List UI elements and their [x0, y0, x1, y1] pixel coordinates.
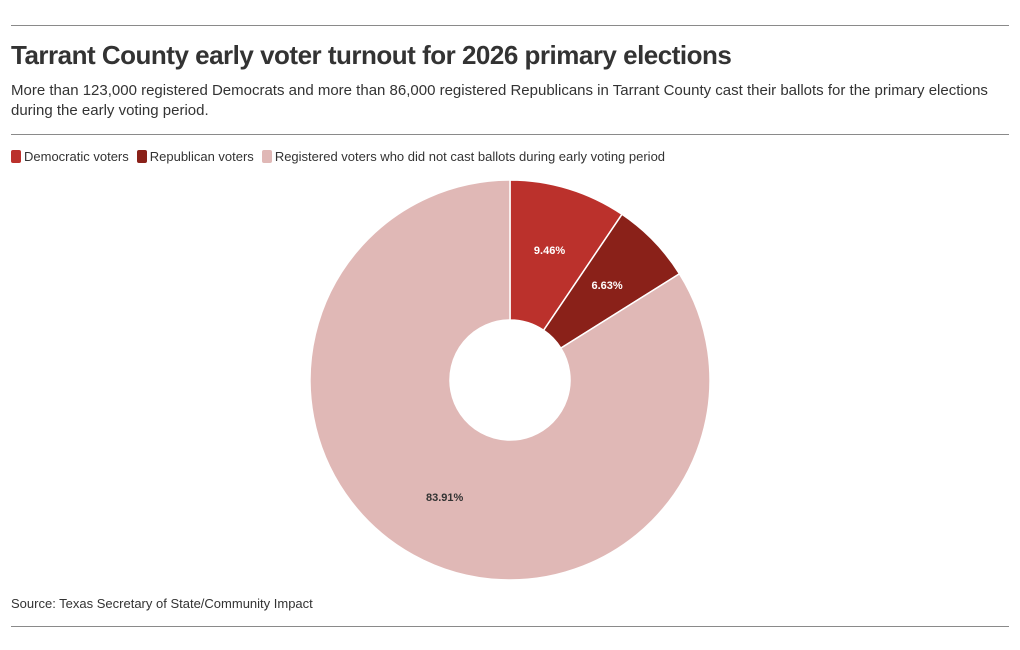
- legend-item-non-voters[interactable]: Registered voters who did not cast ballo…: [261, 149, 666, 164]
- slice-democratic[interactable]: [509, 179, 624, 332]
- legend-label-republican: Republican voters: [149, 149, 254, 164]
- header-divider: [11, 134, 1009, 135]
- chart-frame: Tarrant County early voter turnout for 2…: [11, 25, 1009, 627]
- legend-label-non-voters: Registered voters who did not cast ballo…: [274, 149, 666, 164]
- legend-swatch-republican: [136, 150, 147, 163]
- slice-label-democratic: 9.46%: [534, 245, 565, 257]
- legend-item-republican[interactable]: Republican voters: [136, 149, 254, 164]
- chart-title: Tarrant County early voter turnout for 2…: [11, 40, 732, 70]
- chart-legend: Democratic voters Republican voters Regi…: [11, 149, 673, 164]
- legend-item-democratic[interactable]: Democratic voters: [11, 149, 129, 164]
- donut-chart: 9.46% 6.63% 83.91%: [309, 179, 711, 581]
- slice-non-voters[interactable]: [309, 179, 711, 581]
- slice-label-non-voters: 83.91%: [426, 492, 464, 504]
- slice-labels-group: 9.46% 6.63% 83.91%: [426, 245, 623, 504]
- legend-label-democratic: Democratic voters: [24, 149, 129, 164]
- legend-swatch-democratic: [11, 150, 21, 163]
- slice-label-republican: 6.63%: [591, 280, 622, 292]
- chart-source: Source: Texas Secretary of State/Communi…: [11, 596, 313, 611]
- slices-group: [309, 179, 711, 581]
- chart-subtitle: More than 123,000 registered Democrats a…: [11, 82, 988, 119]
- legend-swatch-non-voters: [261, 150, 272, 163]
